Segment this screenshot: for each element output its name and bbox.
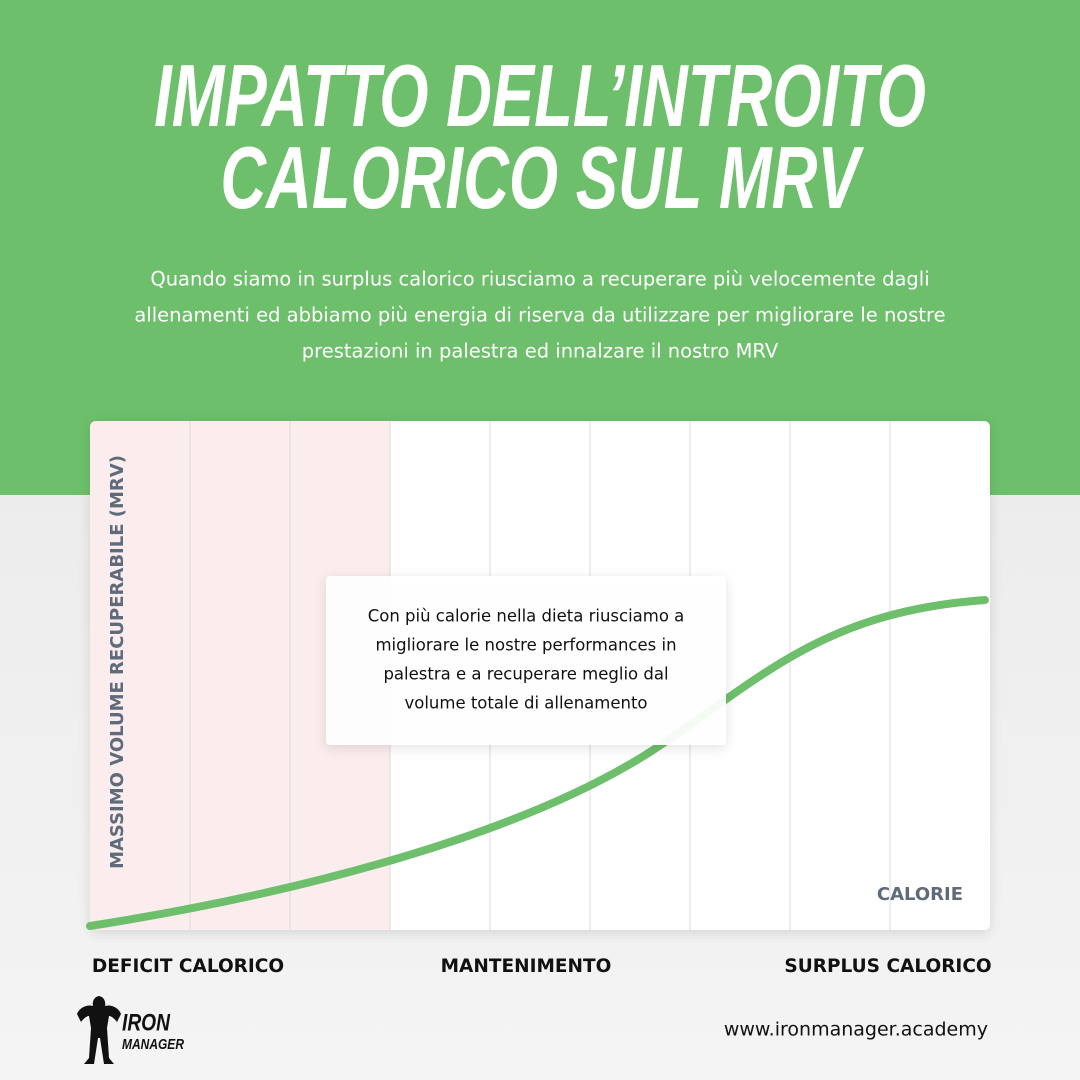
subtitle-line: Quando siamo in surplus calorico riuscia… <box>150 268 929 291</box>
annotation-line: volume totale di allenamento <box>404 694 647 713</box>
website-url: www.ironmanager.academy <box>724 1019 988 1041</box>
annotation-line: Con più calorie nella dieta riusciamo a <box>368 607 685 626</box>
subtitle-line: prestazioni in palestra ed innalzare il … <box>302 340 779 363</box>
title-line: CALORICO SUL MRV <box>220 130 864 228</box>
annotation-line: migliorare le nostre performances in <box>375 636 676 655</box>
zone-label: SURPLUS CALORICO <box>784 956 991 977</box>
logo: IRON MANAGER <box>77 996 184 1064</box>
y-axis-label: MASSIMO VOLUME RECUPERABILE (MRV) <box>107 455 128 869</box>
subtitle-line: allenamenti ed abbiamo più energia di ri… <box>134 304 945 327</box>
x-axis-label: CALORIE <box>877 884 963 905</box>
annotation-line: palestra e a recuperare meglio dal <box>383 665 668 684</box>
annotation-box <box>326 576 726 745</box>
title-line: IMPATTO DELL’INTROITO <box>154 48 926 146</box>
deficit-zone <box>90 421 390 930</box>
header-band <box>0 0 1080 495</box>
logo-text: MANAGER <box>122 1036 184 1053</box>
zone-label: MANTENIMENTO <box>441 956 612 977</box>
logo-text: IRON <box>122 1008 171 1036</box>
zone-label: DEFICIT CALORICO <box>92 956 284 977</box>
logo-figure <box>77 996 121 1064</box>
mrv-curve <box>86 596 989 930</box>
